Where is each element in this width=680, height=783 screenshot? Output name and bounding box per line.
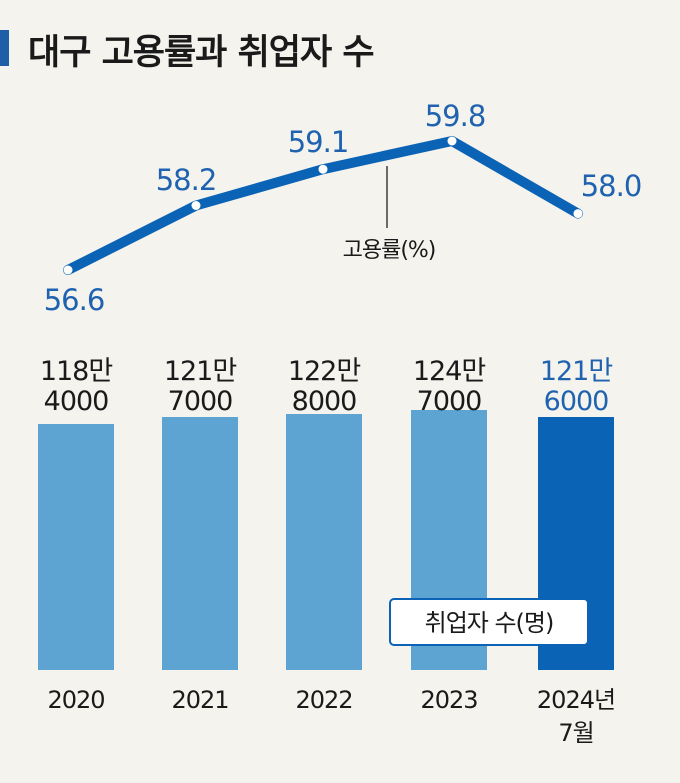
line-value-label: 59.1 — [288, 125, 349, 159]
bar-value-label: 4000 — [44, 386, 109, 417]
x-tick-label: 2020 — [47, 686, 104, 714]
x-tick-label: 2021 — [171, 686, 228, 714]
bar-value-label: 6000 — [544, 386, 609, 417]
line-series-name: 고용률(%) — [343, 238, 436, 263]
line-value-label: 58.0 — [581, 169, 642, 203]
bar-value-label: 122만 — [288, 356, 361, 387]
line-point — [63, 265, 73, 275]
line-value-label: 56.6 — [44, 283, 105, 317]
bar-value-label: 7000 — [168, 386, 233, 417]
line-point — [191, 201, 201, 210]
line-value-label: 58.2 — [156, 163, 217, 197]
x-tick-label: 7월 — [558, 719, 593, 747]
line-series — [63, 136, 583, 275]
bar-2021 — [162, 417, 238, 670]
bar-legend-box — [389, 598, 589, 646]
bar-series-name: 취업자 수(명) — [425, 609, 554, 637]
line-point — [318, 164, 328, 174]
line-value-label: 59.8 — [425, 99, 486, 133]
line-point — [447, 136, 457, 146]
bar-value-label: 124만 — [413, 356, 486, 387]
bar-value-label: 121만 — [164, 356, 237, 387]
x-tick-label: 2024년 — [537, 686, 615, 714]
x-tick-label: 2022 — [295, 686, 352, 714]
bar-value-label: 7000 — [417, 386, 482, 417]
line-point — [573, 209, 583, 219]
chart-title: 대구 고용률과 취업자 수 — [28, 33, 375, 73]
bar-2020 — [38, 424, 114, 670]
bar-value-label: 8000 — [292, 386, 357, 417]
bar-2022 — [286, 414, 362, 670]
title-accent-bar — [0, 30, 9, 66]
bar-value-label: 121만 — [540, 356, 613, 387]
bar-value-label: 118만 — [40, 356, 113, 387]
x-tick-label: 2023 — [420, 686, 477, 714]
